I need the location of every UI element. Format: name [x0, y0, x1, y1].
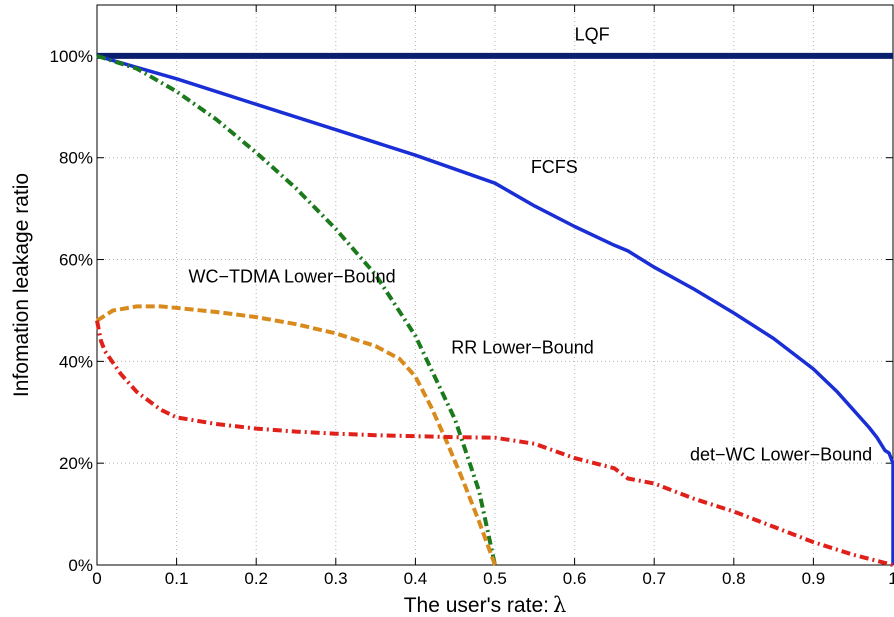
series-line-wc-tdma-lower-bound: [95, 304, 497, 566]
series-line-fcfs: [96, 54, 894, 565]
x-tick-label: 0.6: [563, 569, 587, 588]
series-annotation: LQF: [575, 25, 610, 45]
y-axis-label: Infomation leakage ratio: [10, 173, 33, 397]
x-axis-label: The user's rate: λ: [404, 593, 567, 617]
x-tick-label: 0.7: [642, 569, 666, 588]
x-axis-label-text: The user's rate:: [404, 594, 549, 617]
x-tick-label: 0.8: [722, 569, 746, 588]
x-tick-label: 0.1: [165, 569, 189, 588]
series-annotation: WC−TDMA Lower−Bound: [189, 266, 396, 286]
x-tick-label: 0: [92, 569, 101, 588]
ticks: 0 0.1 0.2 0.3 0.4 0.5 0.6 0.7 0.8 0.9 1 0% 20% 40% 60%…: [50, 5, 894, 588]
y-tick-label: 80%: [59, 149, 93, 168]
y-tick-label: 20%: [59, 454, 93, 473]
y-tick-label: 40%: [59, 352, 93, 371]
series-annotation: RR Lower−Bound: [451, 338, 594, 358]
x-tick-label: 0.9: [802, 569, 826, 588]
series-annotation: FCFS: [531, 157, 578, 177]
x-axis-label-symbol: λ: [553, 593, 566, 617]
series-line-rr-lower-bound: [96, 53, 497, 566]
series-annotation: det−WC Lower−Bound: [690, 445, 872, 465]
x-tick-label: 1: [888, 569, 894, 588]
y-tick-label: 60%: [59, 251, 93, 270]
x-tick-label: 0.3: [324, 569, 348, 588]
x-tick-label: 0.5: [483, 569, 507, 588]
y-tick-label: 0%: [68, 556, 93, 575]
x-tick-label: 0.2: [244, 569, 268, 588]
series: [95, 52, 894, 567]
y-tick-label: 100%: [50, 47, 93, 66]
annotations: LQF FCFS WC−TDMA Lower−Bound RR Lower−Bound…: [189, 25, 873, 465]
x-tick-label: 0.4: [404, 569, 428, 588]
